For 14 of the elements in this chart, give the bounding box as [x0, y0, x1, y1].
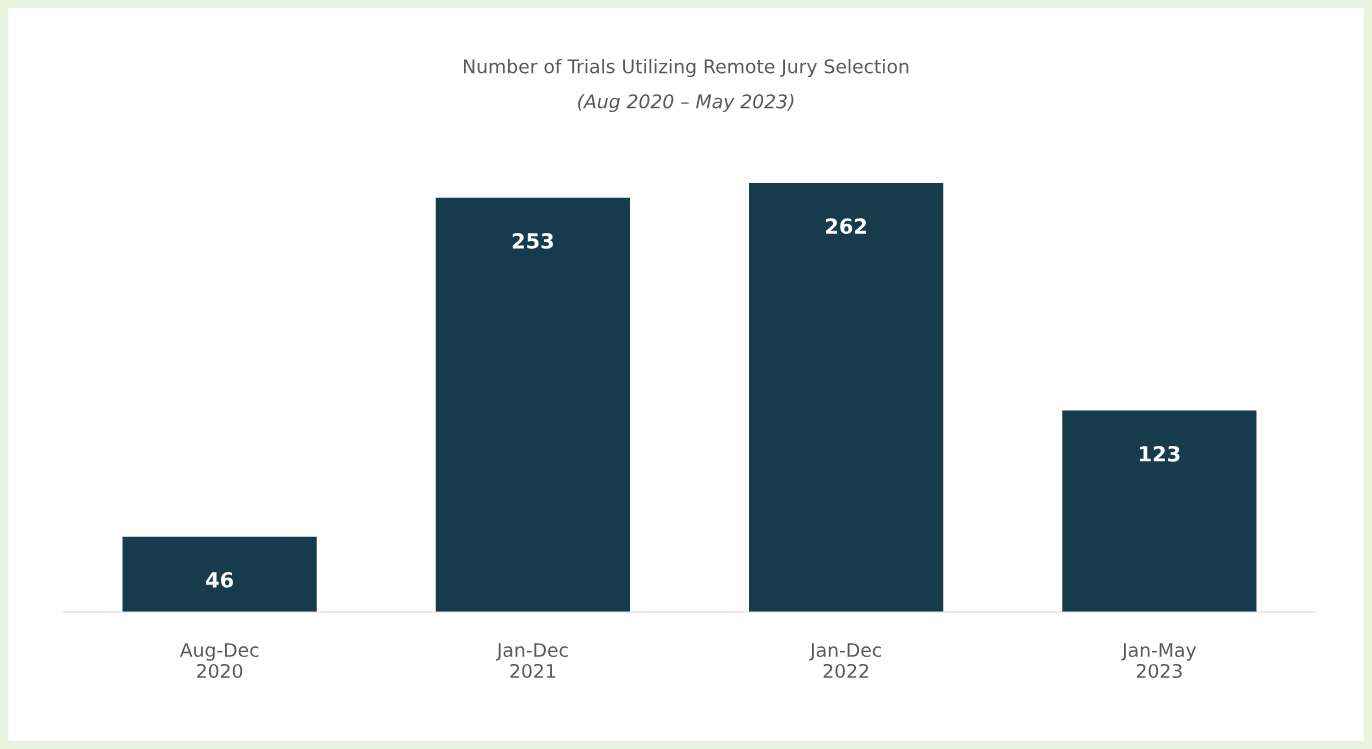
chart-title: Number of Trials Utilizing Remote Jury Selection: [463, 58, 909, 78]
data-label: 46: [206, 572, 233, 588]
bar: [749, 182, 944, 612]
chart-subtitle: (Aug 2020 – May 2023): [578, 93, 794, 113]
data-label: 262: [826, 218, 867, 235]
data-label: 253: [512, 232, 553, 249]
bar: [435, 197, 630, 612]
bar: [1062, 410, 1257, 612]
x-tick-label: Jan-May 2023: [1121, 643, 1197, 679]
x-tick-label: Jan-Dec 2022: [809, 643, 881, 679]
x-tick-label: Jan-Dec 2021: [495, 643, 568, 679]
x-tick-label: Aug-Dec 2020: [179, 643, 259, 679]
data-label: 123: [1139, 445, 1180, 462]
bar: [122, 536, 317, 612]
